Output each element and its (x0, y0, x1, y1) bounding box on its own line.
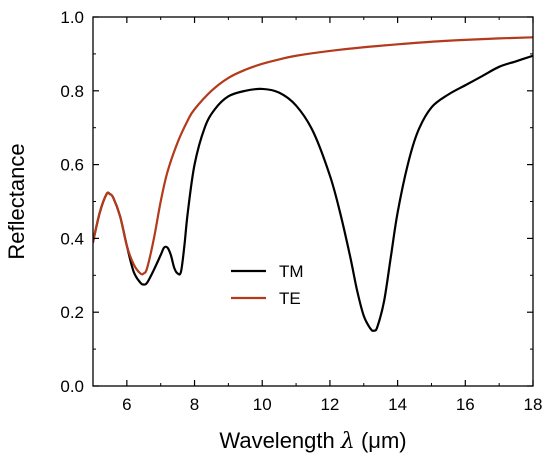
x-axis-title-text: Wavelength (219, 428, 340, 453)
x-tick-label: 14 (388, 395, 407, 414)
y-tick-label: 0.6 (60, 156, 84, 175)
series-line-te (93, 36, 533, 276)
y-tick-label: 0.4 (60, 229, 84, 248)
y-tick-label: 0.8 (60, 82, 84, 101)
axes: 6 8 10 12 14 16 18 0.0 0.2 0.4 0.6 0.8 1.0 Wavelength… (4, 8, 542, 454)
y-tick-label: 1.0 (60, 8, 84, 27)
legend: TM TE (231, 262, 304, 308)
plot-frame (92, 16, 534, 387)
x-tick-label: 8 (190, 395, 199, 414)
x-axis-title-symbol: λ (340, 429, 355, 454)
y-tick-label: 0.2 (60, 303, 84, 322)
legend-label-tm: TM (279, 262, 304, 281)
y-tick-label: 0.0 (60, 377, 84, 396)
x-tick-label: 6 (122, 395, 131, 414)
x-axis-title-unit: (μm) (355, 428, 407, 453)
legend-label-te: TE (279, 289, 301, 308)
y-axis-title: Reflectance (4, 143, 29, 259)
x-tick-label: 10 (253, 395, 272, 414)
series-line-tm (93, 54, 533, 332)
x-tick-label: 12 (320, 395, 339, 414)
x-tick-label: 18 (524, 395, 543, 414)
plot-area (93, 36, 533, 332)
x-tick-label: 16 (456, 395, 475, 414)
x-axis-title: Wavelength λ (μm) (219, 428, 406, 454)
